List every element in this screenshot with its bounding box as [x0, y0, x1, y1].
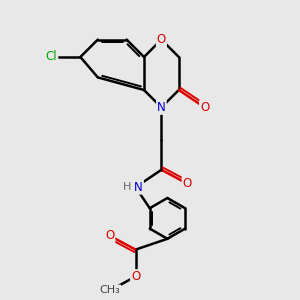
- Text: N: N: [157, 101, 166, 114]
- Text: CH₃: CH₃: [99, 285, 120, 296]
- Text: O: O: [157, 33, 166, 46]
- Text: O: O: [200, 101, 209, 114]
- Text: O: O: [131, 270, 140, 283]
- Text: H: H: [123, 182, 131, 192]
- Text: Cl: Cl: [46, 50, 57, 64]
- Text: N: N: [134, 181, 143, 194]
- Text: O: O: [183, 177, 192, 190]
- Text: O: O: [105, 229, 114, 242]
